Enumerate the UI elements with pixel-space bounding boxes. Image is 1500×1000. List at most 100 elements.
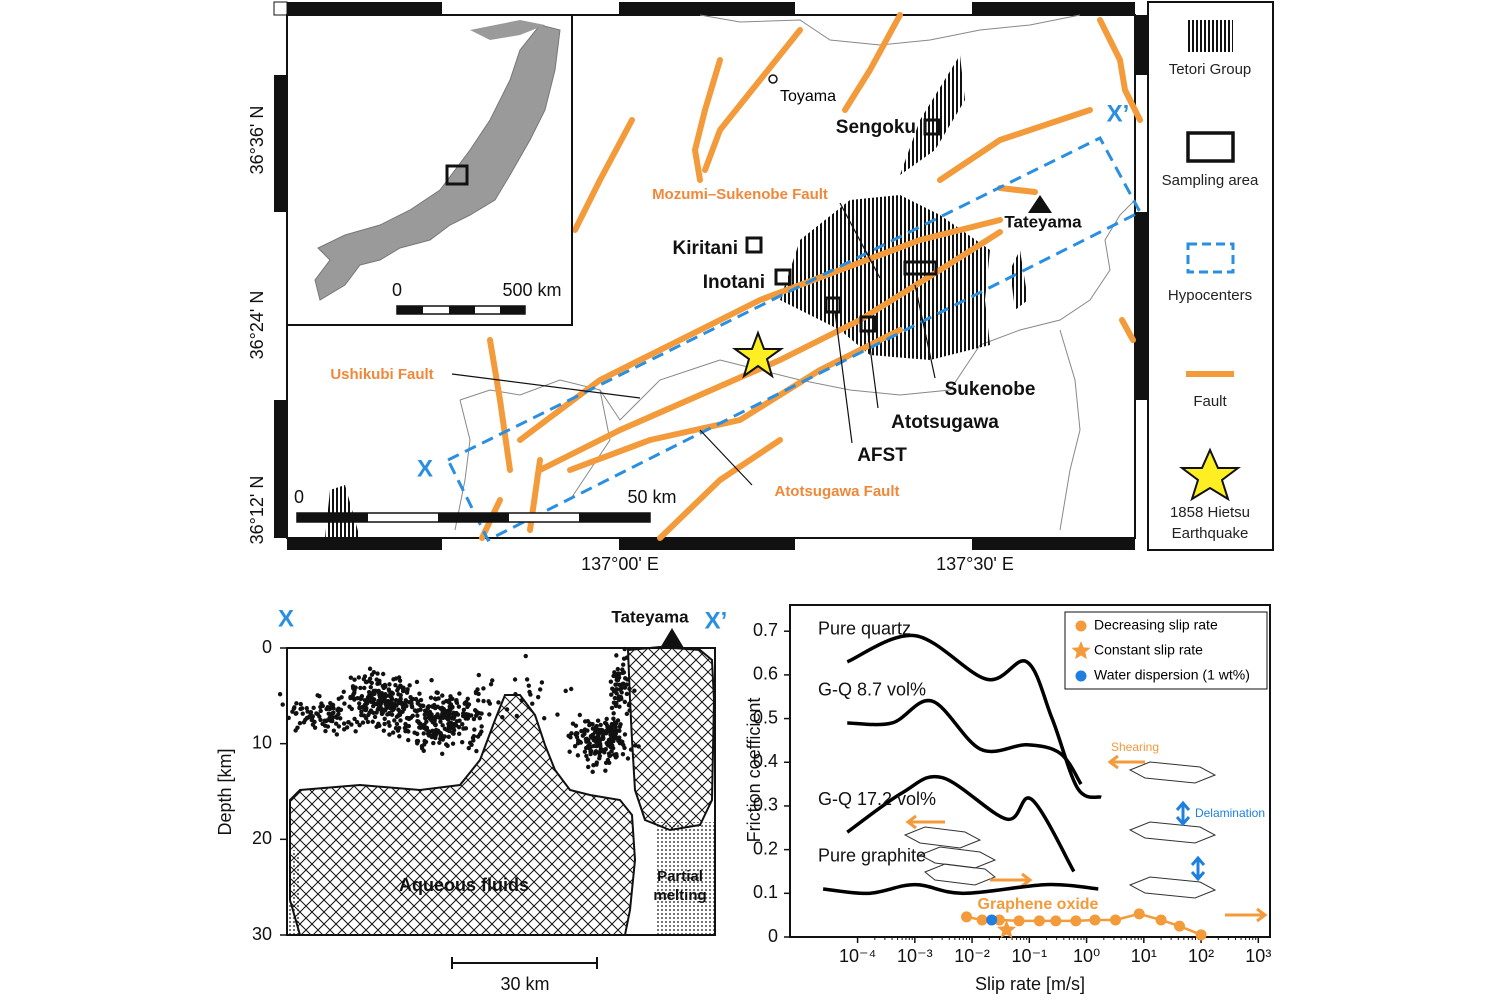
hypocenter xyxy=(415,708,421,713)
map-legend: Tetori Group Sampling area Hypocenters F… xyxy=(1147,1,1274,551)
hypocenter xyxy=(357,723,362,728)
curve-label: G-Q 8.7 vol% xyxy=(818,680,926,700)
hypocenter xyxy=(477,716,483,721)
hypocenter xyxy=(609,730,614,735)
lon-label: 137°30' E xyxy=(936,554,1014,574)
peak-marker xyxy=(1028,195,1052,213)
hypocenter xyxy=(444,742,449,747)
hypocenter xyxy=(444,727,450,733)
hypocenter xyxy=(349,706,354,712)
hypocenter xyxy=(395,698,401,704)
hypocenter xyxy=(382,721,387,727)
y-tick-label: 0.4 xyxy=(753,751,778,771)
hypocenter xyxy=(430,733,435,739)
plot-area: 0 0.1 0.2 0.3 0.4 0.5 0.6 0.7 10⁻⁴ 10⁻³ 10⁻² 10⁻¹ 10… xyxy=(753,619,1271,966)
hypocenter xyxy=(461,707,467,712)
hypocenter xyxy=(363,702,368,707)
hypocenter xyxy=(455,712,461,717)
hypocenter xyxy=(376,721,381,727)
hypocenter xyxy=(454,697,459,703)
city-marker xyxy=(768,74,778,84)
place-label: Sukenobe xyxy=(945,379,1036,400)
legend-label: Hypocenters xyxy=(1168,287,1252,304)
hypocenter xyxy=(504,707,510,712)
hypocenter xyxy=(380,694,385,699)
profile-end: X xyxy=(278,605,294,632)
hypocenter xyxy=(440,693,445,698)
hypocenter xyxy=(567,749,572,754)
hypocenter xyxy=(380,671,386,677)
hypocenter xyxy=(620,751,626,757)
legend-marker xyxy=(1075,670,1087,682)
hypocenter xyxy=(413,696,419,702)
hypocenter xyxy=(392,718,397,723)
x-axis-label: Slip rate [m/s] xyxy=(975,974,1085,994)
hypocenter xyxy=(526,683,531,688)
hypocenter xyxy=(429,704,435,709)
scale-label: 500 km xyxy=(502,280,561,300)
hypocenter xyxy=(500,715,505,720)
y-tick-label: 0.3 xyxy=(753,795,778,815)
hypocenter xyxy=(456,704,462,709)
hypocenter xyxy=(360,720,366,725)
hypocenter xyxy=(467,740,473,746)
hypocenter xyxy=(359,709,364,714)
hypocenter xyxy=(431,740,436,746)
hypocenter xyxy=(612,720,618,725)
hypocenter xyxy=(322,718,327,723)
hypocenter xyxy=(586,764,591,770)
hypocenter xyxy=(590,769,595,775)
hypocenter xyxy=(519,698,524,703)
point xyxy=(1070,915,1082,927)
hypocenter xyxy=(371,710,376,715)
hypocenter xyxy=(448,720,453,725)
hypocenter xyxy=(598,722,603,728)
hypocenter xyxy=(354,719,360,725)
hypocenter xyxy=(624,711,630,717)
x-tick-label: 10⁻⁴ xyxy=(839,946,876,966)
hypocenter xyxy=(382,699,388,704)
hypocenter xyxy=(370,719,375,724)
hypocenter xyxy=(422,708,428,713)
hypocenter xyxy=(609,692,614,697)
hypocenter xyxy=(563,688,568,694)
hypocenter xyxy=(444,715,450,721)
hypocenter-area xyxy=(445,136,1143,543)
fault-label: Ushikubi Fault xyxy=(330,366,433,383)
hypocenter xyxy=(607,740,613,745)
hypocenter xyxy=(294,710,299,716)
molecule-sketches xyxy=(903,761,1217,899)
hypocenter xyxy=(601,735,606,741)
hypocenter xyxy=(513,692,518,697)
hypocenter xyxy=(456,724,462,730)
hypocenter xyxy=(338,716,343,721)
y-tick-label: 0 xyxy=(768,926,778,946)
hypocenter xyxy=(408,694,413,700)
hypocenter xyxy=(627,708,632,713)
hypocenter xyxy=(586,737,591,743)
hypocenter xyxy=(603,768,608,773)
hypocenter xyxy=(612,695,618,701)
hypocenter xyxy=(582,719,588,724)
hypocenter xyxy=(368,699,374,704)
curve xyxy=(846,774,1076,873)
hypocenter xyxy=(399,684,404,690)
fluid-body xyxy=(626,645,716,832)
hypocenter xyxy=(611,716,616,721)
hypocenter xyxy=(397,734,402,739)
hypocenter xyxy=(618,739,623,744)
hypocenter xyxy=(537,687,543,692)
hypocenter xyxy=(435,704,440,710)
hypocenter xyxy=(341,721,347,726)
hypocenter xyxy=(447,711,453,717)
hypocenter xyxy=(317,714,322,719)
hypocenter xyxy=(385,712,390,717)
hypocenter xyxy=(387,705,393,711)
hypocenter xyxy=(447,697,452,703)
y-tick-label: 30 xyxy=(252,924,272,944)
hypocenter xyxy=(315,693,320,698)
faults xyxy=(479,12,1143,541)
curve xyxy=(847,698,1083,786)
hypocenter xyxy=(614,682,619,687)
hypocenter xyxy=(330,702,336,708)
